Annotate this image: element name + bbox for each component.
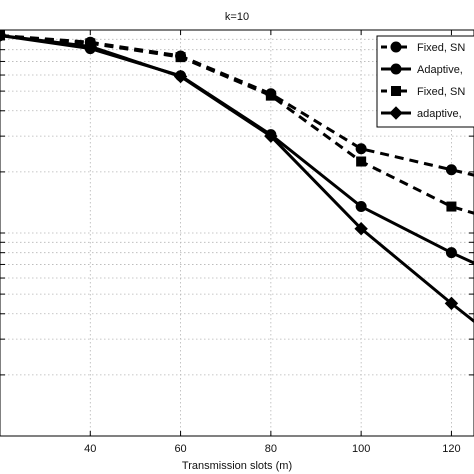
plot-frame: [0, 29, 474, 437]
data-point: [175, 52, 186, 63]
data-point: [445, 247, 457, 259]
legend: Fixed, SN Adaptive, Fixed, SN adaptive,: [376, 35, 474, 128]
data-point: [355, 143, 367, 155]
data-point: [0, 30, 7, 43]
x-tick-label: 80: [265, 443, 277, 455]
legend-label: Fixed, SN: [417, 42, 465, 54]
data-point: [173, 69, 188, 84]
legend-marker: [390, 63, 402, 75]
legend-label: Fixed, SN: [417, 86, 465, 98]
data-point: [444, 296, 459, 311]
data-point: [355, 201, 367, 213]
series-group: [0, 30, 474, 324]
data-point: [264, 129, 278, 143]
legend-marker: [390, 41, 402, 53]
x-axis-label: Transmission slots (m): [182, 460, 292, 472]
legend-marker: [389, 106, 403, 120]
x-tick-label: 40: [84, 443, 96, 455]
legend-label: Adaptive,: [417, 64, 463, 76]
legend-label: adaptive,: [417, 108, 462, 120]
series-4: [0, 30, 474, 324]
data-point: [83, 39, 97, 54]
data-point: [446, 201, 457, 212]
x-tick-label: 120: [442, 443, 460, 455]
data-point: [445, 164, 457, 176]
x-tick-label: 60: [174, 443, 186, 455]
x-tick-label: 100: [352, 443, 370, 455]
data-point: [265, 90, 276, 101]
chart-title: k=10: [225, 11, 249, 23]
legend-marker: [391, 86, 401, 96]
grid: [0, 30, 474, 436]
data-point: [354, 221, 368, 236]
data-point: [356, 156, 367, 167]
